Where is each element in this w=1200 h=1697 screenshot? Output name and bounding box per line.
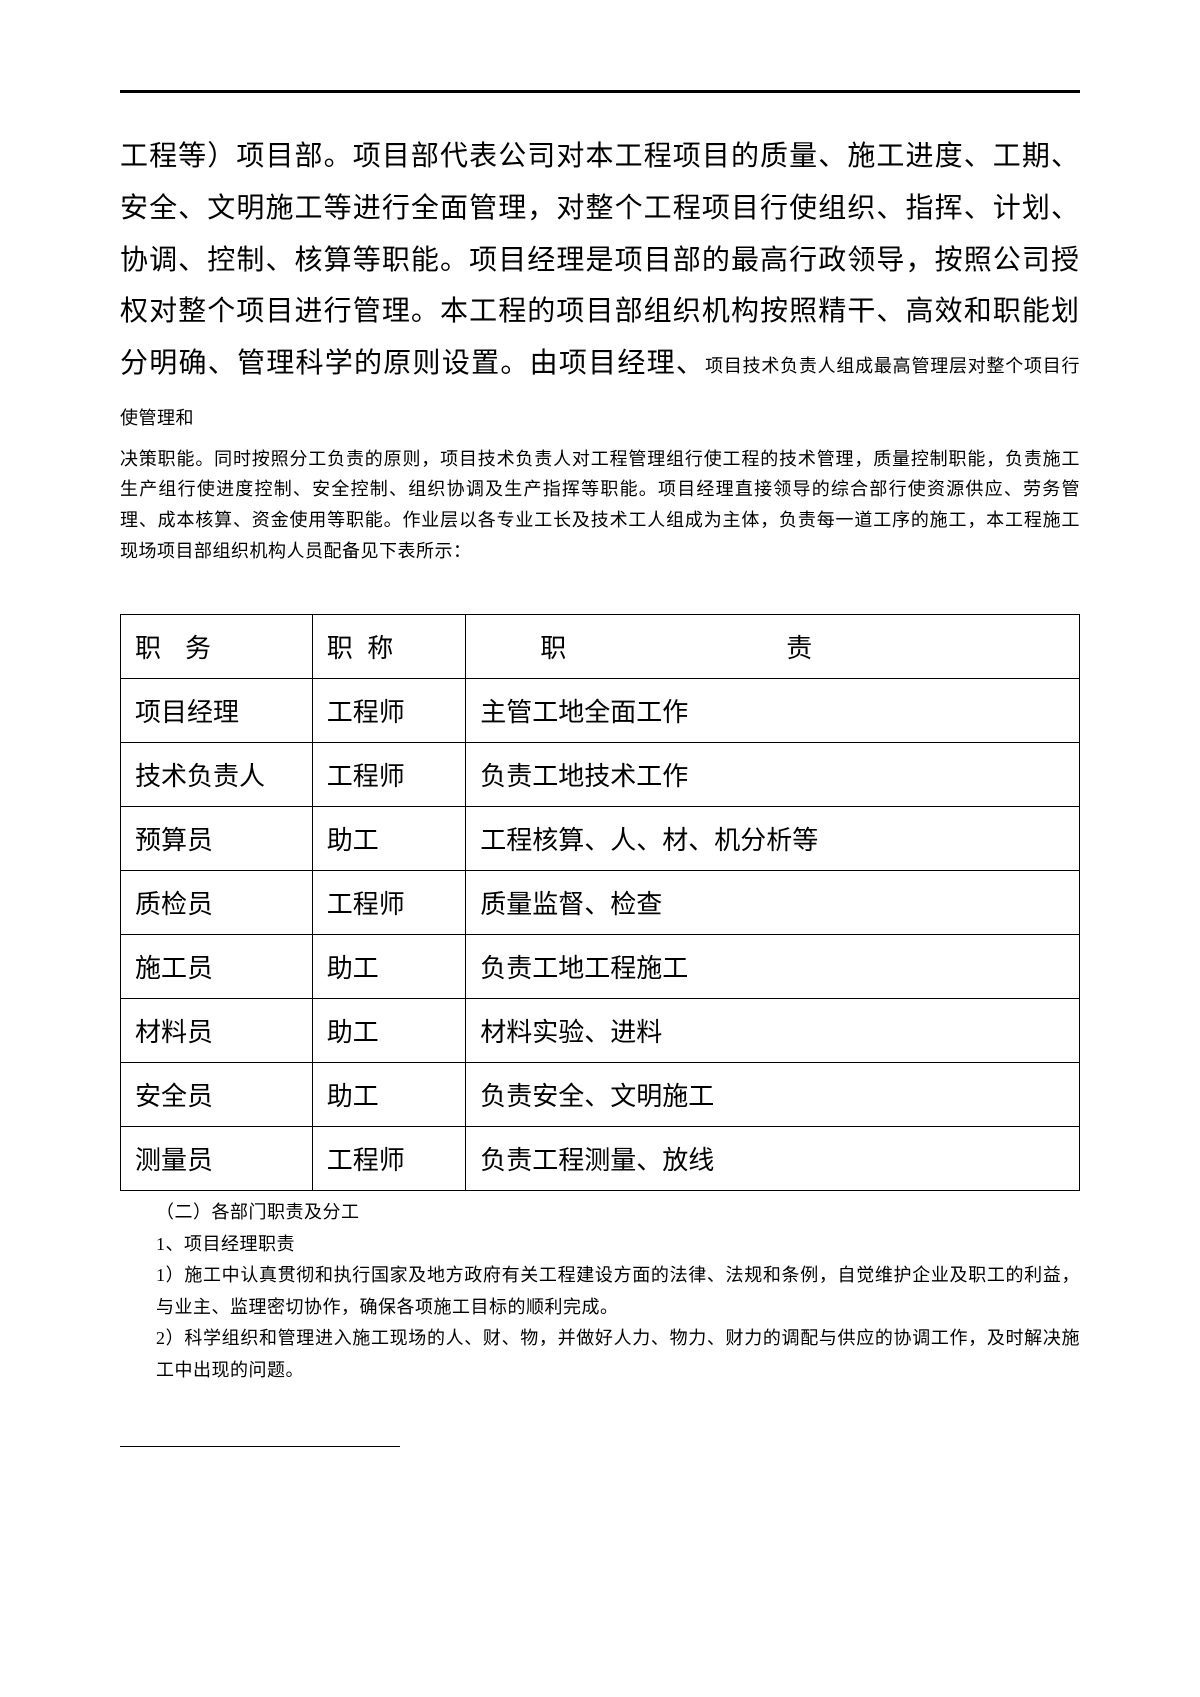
cell-duty: 预算员 (121, 807, 313, 871)
table-row: 测量员 工程师 负责工程测量、放线 (121, 1127, 1080, 1191)
table-row: 安全员 助工 负责安全、文明施工 (121, 1063, 1080, 1127)
cell-resp: 负责工地工程施工 (466, 935, 1080, 999)
cell-resp: 工程核算、人、材、机分析等 (466, 807, 1080, 871)
after-table-section: （二）各部门职责及分工 1、项目经理职责 1）施工中认真贯彻和执行国家及地方政府… (120, 1197, 1080, 1386)
cell-duty: 材料员 (121, 999, 313, 1063)
header-title: 职 称 (312, 615, 465, 679)
cell-title: 助工 (312, 935, 465, 999)
cell-title: 助工 (312, 1063, 465, 1127)
cell-duty: 技术负责人 (121, 743, 313, 807)
large-paragraph-part1: 工程等）项目部。项目部代表公司对本工程项目的质量、施工进度、工期、安全、文明施工… (120, 141, 1080, 379)
cell-resp: 主管工地全面工作 (466, 679, 1080, 743)
table-row: 质检员 工程师 质量监督、检查 (121, 871, 1080, 935)
cell-title: 工程师 (312, 679, 465, 743)
header-duty: 职务 (121, 615, 313, 679)
list-item-2: 2）科学组织和管理进入施工现场的人、财、物，并做好人力、物力、财力的调配与供应的… (120, 1323, 1080, 1386)
cell-duty: 质检员 (121, 871, 313, 935)
document-page: 工程等）项目部。项目部代表公司对本工程项目的质量、施工进度、工期、安全、文明施工… (0, 0, 1200, 1547)
sub-heading: 1、项目经理职责 (120, 1229, 1080, 1261)
cell-resp: 负责工地技术工作 (466, 743, 1080, 807)
large-body-paragraph: 工程等）项目部。项目部代表公司对本工程项目的质量、施工进度、工期、安全、文明施工… (120, 131, 1080, 442)
table-body: 项目经理 工程师 主管工地全面工作 技术负责人 工程师 负责工地技术工作 预算员… (121, 679, 1080, 1191)
table-row: 技术负责人 工程师 负责工地技术工作 (121, 743, 1080, 807)
resp-header-inner: 职 责 (480, 628, 1065, 665)
cell-duty: 安全员 (121, 1063, 313, 1127)
resp-ze: 责 (786, 628, 812, 665)
table-row: 预算员 助工 工程核算、人、材、机分析等 (121, 807, 1080, 871)
cell-title: 工程师 (312, 871, 465, 935)
cell-resp: 质量监督、检查 (466, 871, 1080, 935)
bottom-horizontal-rule (120, 1446, 400, 1447)
cell-title: 助工 (312, 807, 465, 871)
roles-table: 职务 职 称 职 责 项目经理 工程师 主管工地全面工作 技术负责人 工程师 负… (120, 614, 1080, 1191)
cell-duty: 施工员 (121, 935, 313, 999)
cell-resp: 材料实验、进料 (466, 999, 1080, 1063)
cell-duty: 项目经理 (121, 679, 313, 743)
table-row: 施工员 助工 负责工地工程施工 (121, 935, 1080, 999)
vertical-gap (120, 566, 1080, 614)
cell-title: 工程师 (312, 743, 465, 807)
small-body-paragraph: 决策职能。同时按照分工负责的原则，项目技术负责人对工程管理组行使工程的技术管理，… (120, 444, 1080, 566)
header-responsibility: 职 责 (466, 615, 1080, 679)
cell-resp: 负责安全、文明施工 (466, 1063, 1080, 1127)
cell-title: 工程师 (312, 1127, 465, 1191)
table-header-row: 职务 职 称 职 责 (121, 615, 1080, 679)
main-paragraph-block: 工程等）项目部。项目部代表公司对本工程项目的质量、施工进度、工期、安全、文明施工… (120, 131, 1080, 566)
cell-duty: 测量员 (121, 1127, 313, 1191)
cell-title: 助工 (312, 999, 465, 1063)
resp-zhi: 职 (540, 628, 566, 665)
section-heading: （二）各部门职责及分工 (120, 1197, 1080, 1229)
cell-resp: 负责工程测量、放线 (466, 1127, 1080, 1191)
table-row: 材料员 助工 材料实验、进料 (121, 999, 1080, 1063)
table-row: 项目经理 工程师 主管工地全面工作 (121, 679, 1080, 743)
top-horizontal-rule (120, 90, 1080, 93)
list-item-1: 1）施工中认真贯彻和执行国家及地方政府有关工程建设方面的法律、法规和条例，自觉维… (120, 1260, 1080, 1323)
